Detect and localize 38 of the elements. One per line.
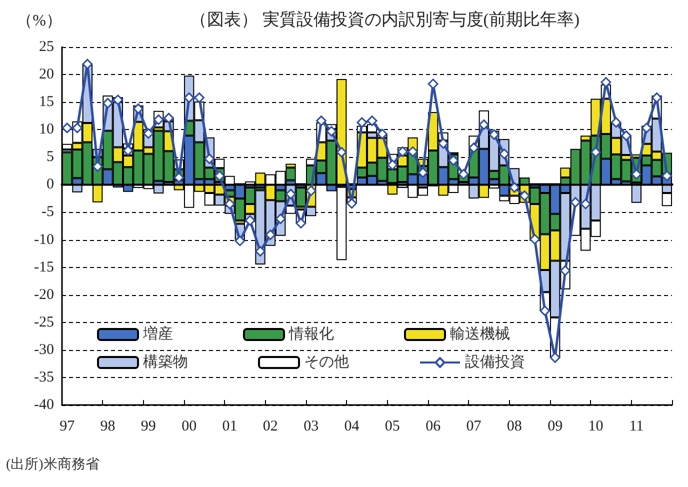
y-tick-label: 0: [46, 176, 54, 193]
text: (出所)米商務省: [6, 456, 100, 472]
y-tick-label: 5: [46, 149, 54, 166]
x-tick-label: 04: [344, 418, 360, 434]
y-axis-title: （%）: [16, 12, 62, 30]
x-tick-label: 10: [588, 418, 604, 434]
y-tick-label: 15: [39, 94, 54, 110]
y-tick-label: -40: [34, 397, 54, 413]
legend-label: 設備投資: [465, 354, 525, 370]
y-tick-label: -5: [42, 204, 54, 220]
y-tick-label: -35: [34, 369, 54, 386]
y-tick-label: 25: [39, 39, 54, 55]
y-tick-label: -25: [34, 314, 54, 330]
x-tick-label: 07: [466, 418, 482, 434]
x-tick-label: 00: [182, 418, 197, 434]
legend-label: その他: [304, 354, 349, 370]
legend-label: 輸送機械: [450, 326, 510, 342]
legend-label: 構築物: [143, 354, 188, 370]
y-tick-label: -30: [34, 342, 54, 358]
x-tick-label: 01: [222, 418, 238, 434]
x-tick-label: 05: [384, 418, 400, 434]
legend-label: 情報化: [288, 326, 334, 342]
x-tick-label: 06: [426, 418, 442, 434]
legend-label: 増産: [142, 326, 173, 342]
x-tick-label: 98: [100, 418, 116, 434]
x-tick-label: 03: [304, 418, 319, 434]
x-tick-label: 97: [60, 418, 76, 434]
x-tick-label: 09: [548, 418, 563, 434]
x-tick-label: 08: [506, 418, 522, 434]
x-tick-label: 99: [140, 418, 156, 434]
x-tick-label: 11: [629, 418, 644, 434]
y-tick-label: 20: [39, 66, 54, 83]
y-tick-label: 10: [39, 122, 54, 138]
y-tick-label: -15: [34, 259, 54, 276]
chart-title: （図表） 実質設備投資の内訳別寄与度(前期比年率): [190, 10, 580, 29]
y-tick-label: -20: [34, 286, 54, 303]
x-tick-label: 02: [262, 418, 278, 434]
y-tick-label: -10: [34, 232, 54, 248]
